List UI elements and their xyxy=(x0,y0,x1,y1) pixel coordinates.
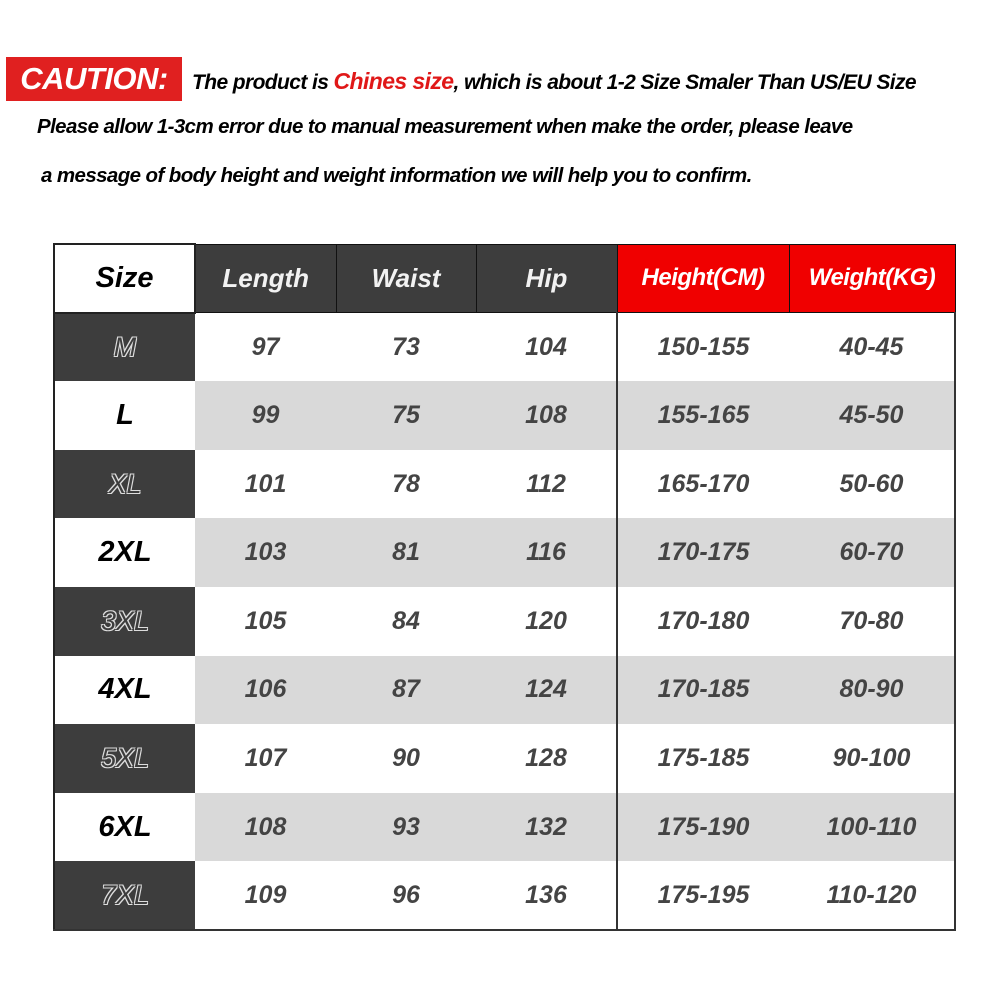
table-row: 5XL 107 90 128 175-185 90-100 xyxy=(53,724,956,793)
value-cell: 90 xyxy=(392,743,420,772)
value-cell: 84 xyxy=(392,606,420,635)
size-cell: 5XL xyxy=(53,724,195,793)
chinese-size-highlight: Chines size xyxy=(333,68,455,94)
value-cell: 107 xyxy=(244,743,287,772)
size-cell: M xyxy=(53,312,195,382)
value-cell: 108 xyxy=(476,381,617,450)
column-header-size: Size xyxy=(53,243,196,314)
value-cell: 90-100 xyxy=(789,724,956,793)
value-cell: 78 xyxy=(392,469,420,498)
column-header-length: Length xyxy=(194,243,337,314)
value-cell: 101 xyxy=(244,469,287,498)
caution-badge: CAUTION: xyxy=(6,57,182,101)
column-header-waist: Waist xyxy=(335,243,477,314)
size-cell: 3XL xyxy=(53,586,195,656)
value-cell: 73 xyxy=(392,332,420,361)
table-row: 6XL 108 93 132 175-190 100-110 xyxy=(53,792,956,862)
size-cell: 2XL xyxy=(53,518,195,587)
caution-line-1: The product is Chines size, which is abo… xyxy=(192,68,917,95)
value-cell: 97 xyxy=(251,332,280,361)
column-header-weight-kg: Weight(KG) xyxy=(788,243,956,314)
value-cell: 170-175 xyxy=(616,518,789,587)
value-cell: 110-120 xyxy=(789,861,956,931)
value-cell: 50-60 xyxy=(789,449,956,519)
table-row: 3XL 105 84 120 170-180 70-80 xyxy=(53,586,956,656)
value-cell: 75 xyxy=(336,381,476,450)
caution-line-1-prefix: The product is xyxy=(192,71,334,94)
value-cell: 175-185 xyxy=(616,724,789,793)
value-cell: 80-90 xyxy=(789,655,956,725)
table-header-row: Size Length Waist Hip Height(CM) Weight(KG) xyxy=(53,243,956,314)
value-cell: 165-170 xyxy=(616,449,789,519)
value-cell: 109 xyxy=(195,861,336,931)
value-cell: 150-155 xyxy=(616,312,789,382)
value-cell: 70-80 xyxy=(789,586,956,656)
value-cell: 124 xyxy=(476,655,617,725)
value-cell: 103 xyxy=(195,518,336,587)
value-cell: 93 xyxy=(336,792,476,862)
value-cell: 175-195 xyxy=(616,861,789,931)
table-row: L 99 75 108 155-165 45-50 xyxy=(53,381,956,450)
value-cell: 112 xyxy=(526,469,566,498)
value-cell: 100-110 xyxy=(789,792,956,862)
caution-line-3: a message of body height and weight info… xyxy=(41,164,752,187)
value-cell: 96 xyxy=(336,861,476,931)
table-row: 2XL 103 81 116 170-175 60-70 xyxy=(53,518,956,587)
column-header-height-cm: Height(CM) xyxy=(616,243,790,314)
size-cell: XL xyxy=(53,449,195,519)
value-cell: 175-190 xyxy=(616,792,789,862)
column-header-hip: Hip xyxy=(475,243,618,314)
value-cell: 87 xyxy=(336,655,476,725)
value-cell: 116 xyxy=(476,518,617,587)
value-cell: 132 xyxy=(476,792,617,862)
value-cell: 40-45 xyxy=(789,312,956,382)
caution-line-2: Please allow 1-3cm error due to manual m… xyxy=(37,115,853,138)
value-cell: 108 xyxy=(195,792,336,862)
value-cell: 106 xyxy=(195,655,336,725)
size-cell: 6XL xyxy=(53,792,195,862)
size-cell: 4XL xyxy=(53,655,195,725)
value-cell: 120 xyxy=(525,606,567,635)
value-cell: 60-70 xyxy=(789,518,956,587)
value-cell: 104 xyxy=(525,332,567,361)
value-cell: 99 xyxy=(195,381,336,450)
size-chart-table: Size Length Waist Hip Height(CM) Weight(KG) M… xyxy=(53,243,956,931)
value-cell: 128 xyxy=(525,743,567,772)
size-cell: 7XL xyxy=(53,861,195,931)
value-cell: 81 xyxy=(336,518,476,587)
value-cell: 105 xyxy=(244,606,287,635)
value-cell: 136 xyxy=(476,861,617,931)
table-row: M 97 73 104 150-155 40-45 xyxy=(53,312,956,382)
table-row: 7XL 109 96 136 175-195 110-120 xyxy=(53,861,956,931)
table-row: XL 101 78 112 165-170 50-60 xyxy=(53,449,956,519)
value-cell: 170-180 xyxy=(616,586,789,656)
size-cell: L xyxy=(53,381,195,450)
value-cell: 170-185 xyxy=(616,655,789,725)
value-cell: 45-50 xyxy=(789,381,956,450)
table-row: 4XL 106 87 124 170-185 80-90 xyxy=(53,655,956,725)
caution-line-1-suffix: , which is about 1-2 Size Smaler Than US… xyxy=(453,71,916,94)
value-cell: 155-165 xyxy=(616,381,789,450)
